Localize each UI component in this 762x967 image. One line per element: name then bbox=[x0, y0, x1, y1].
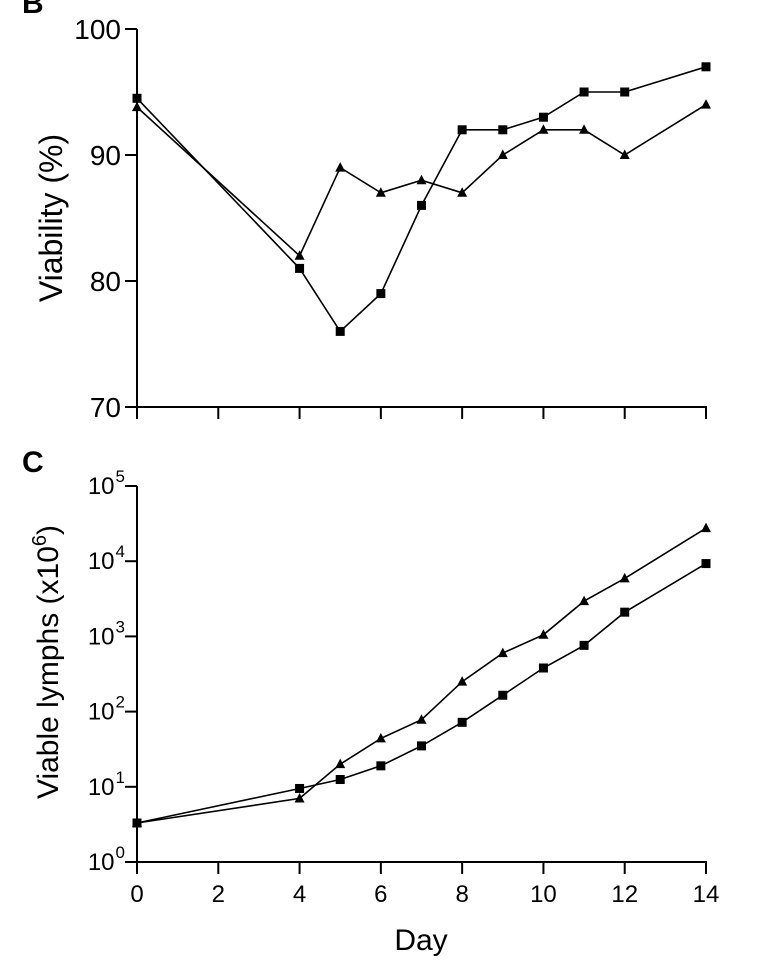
panel-b: B Viability (%) 70 80 90 100 bbox=[22, 0, 711, 423]
panel-c-x-tick-label: 14 bbox=[693, 881, 720, 908]
panel-c-point-square bbox=[295, 783, 305, 793]
panel-b-series-line-squares bbox=[136, 66, 707, 333]
panel-c-y-tick-label-base: 10 bbox=[88, 473, 115, 500]
panel-c-point-square bbox=[417, 741, 426, 751]
panel-b-series bbox=[132, 62, 711, 336]
panel-c-y-tick-label: 100 bbox=[88, 843, 125, 876]
panel-c-y-tick-label: 105 bbox=[88, 467, 125, 500]
panel-b-point-square bbox=[295, 263, 305, 273]
panel-c-y-tick-label: 104 bbox=[88, 542, 125, 575]
panel-b-point-square bbox=[417, 200, 426, 210]
panel-c-y-tick-label-base: 10 bbox=[88, 849, 115, 876]
panel-c-y-tick-label: 102 bbox=[88, 693, 125, 726]
panel-c-y-tick-label-base: 10 bbox=[88, 774, 115, 801]
panel-c-series-line-squares bbox=[136, 562, 707, 824]
panel-c-point-triangle bbox=[538, 629, 549, 639]
panel-c-y-tick-label-base: 10 bbox=[88, 699, 115, 726]
panel-c-point-square bbox=[376, 761, 386, 771]
panel-c-point-square bbox=[579, 640, 589, 650]
panel-c-y-axis-label-main: Viable lymphs (x10 bbox=[32, 546, 65, 799]
panel-c-x-tick-label: 10 bbox=[530, 881, 557, 908]
panel-b-point-triangle bbox=[335, 162, 346, 172]
panel-b-point-triangle bbox=[294, 250, 305, 260]
panel-c-point-triangle bbox=[579, 595, 590, 606]
panel-b-point-triangle bbox=[701, 99, 711, 109]
panel-c-point-square bbox=[538, 663, 548, 673]
panel-b-point-square bbox=[335, 326, 345, 336]
panel-c-x-tick-label: 8 bbox=[455, 881, 468, 908]
panel-c-x-axis-label: Day bbox=[394, 924, 447, 957]
panel-c-x-tick-label: 6 bbox=[374, 881, 387, 908]
panel-c-series bbox=[132, 522, 711, 828]
panel-c-point-triangle bbox=[457, 676, 468, 686]
panel-b-point-triangle bbox=[457, 187, 468, 197]
panel-b-axes: 70 80 90 100 bbox=[74, 14, 707, 423]
panel-b-point-triangle bbox=[619, 149, 630, 159]
panel-c-point-triangle bbox=[619, 572, 630, 583]
panel-c-point-square bbox=[701, 559, 711, 569]
panel-b-point-triangle bbox=[375, 187, 386, 197]
panel-b-label: B bbox=[22, 0, 44, 20]
panel-c-y-tick-label: 101 bbox=[88, 768, 125, 801]
panel-b-point-square bbox=[538, 112, 548, 122]
panel-c-x-tick-label: 12 bbox=[611, 881, 638, 908]
panel-b-point-triangle bbox=[538, 124, 549, 134]
panel-b-point-square bbox=[132, 93, 142, 103]
panel-c-y-tick-label-base: 10 bbox=[88, 623, 115, 650]
panel-c-point-square bbox=[498, 690, 508, 700]
panel-c-y-axis-label-sup: 6 bbox=[29, 535, 51, 546]
panel-b-point-square bbox=[376, 289, 386, 299]
panel-c-label: C bbox=[22, 446, 44, 479]
panel-c-point-triangle bbox=[294, 792, 305, 803]
panel-c-y-tick-label-exponent: 2 bbox=[116, 693, 125, 712]
panel-c-point-triangle bbox=[132, 817, 142, 828]
panel-c-x-tick-label: 0 bbox=[130, 881, 143, 908]
panel-b-y-tick-label: 90 bbox=[90, 140, 121, 171]
panel-c-y-axis-label: Viable lymphs (x106) bbox=[29, 525, 65, 799]
panel-b-point-triangle bbox=[497, 149, 508, 159]
panel-c-point-triangle bbox=[416, 714, 427, 724]
panel-c-point-square bbox=[335, 775, 345, 785]
panel-c-point-triangle bbox=[701, 522, 711, 533]
panel-b-point-square bbox=[579, 87, 589, 97]
panel-c-x-tick-label: 4 bbox=[293, 881, 306, 908]
panel-c-y-tick-label-exponent: 1 bbox=[116, 768, 125, 787]
panel-b-y-tick-label: 100 bbox=[74, 14, 121, 45]
panel-c-y-tick-label-exponent: 4 bbox=[116, 542, 125, 561]
panel-b-y-tick-label: 70 bbox=[90, 392, 121, 423]
panel-c-y-axis-label-close: ) bbox=[32, 525, 65, 535]
panel-c-point-triangle bbox=[497, 647, 508, 658]
panel-c-y-tick-label-exponent: 3 bbox=[116, 617, 125, 636]
panel-c-point-square bbox=[620, 607, 630, 617]
panel-b-point-triangle bbox=[579, 124, 590, 134]
panel-b-point-square bbox=[498, 125, 508, 135]
panel-b-point-square bbox=[701, 62, 711, 72]
panel-c: C Viable lymphs (x106) 10010110210310410… bbox=[22, 446, 719, 957]
panel-b-point-triangle bbox=[132, 101, 142, 112]
panel-c-series-line-triangles bbox=[136, 527, 707, 824]
panel-b-point-square bbox=[457, 125, 467, 135]
panel-c-y-tick-label-exponent: 0 bbox=[116, 843, 125, 862]
panel-b-y-axis-label: Viability (%) bbox=[33, 134, 69, 302]
panel-c-y-tick-label-base: 10 bbox=[88, 548, 115, 575]
panel-c-point-triangle bbox=[375, 732, 386, 743]
panel-c-y-tick-label: 103 bbox=[88, 617, 125, 650]
panel-b-y-tick-label: 80 bbox=[90, 266, 121, 297]
panel-b-point-triangle bbox=[416, 174, 427, 185]
panel-c-x-tick-label: 2 bbox=[212, 881, 225, 908]
panel-c-y-tick-label-exponent: 5 bbox=[116, 467, 125, 486]
panel-c-point-triangle bbox=[335, 758, 346, 769]
panel-c-point-square bbox=[457, 717, 467, 727]
panel-b-point-square bbox=[620, 87, 630, 97]
